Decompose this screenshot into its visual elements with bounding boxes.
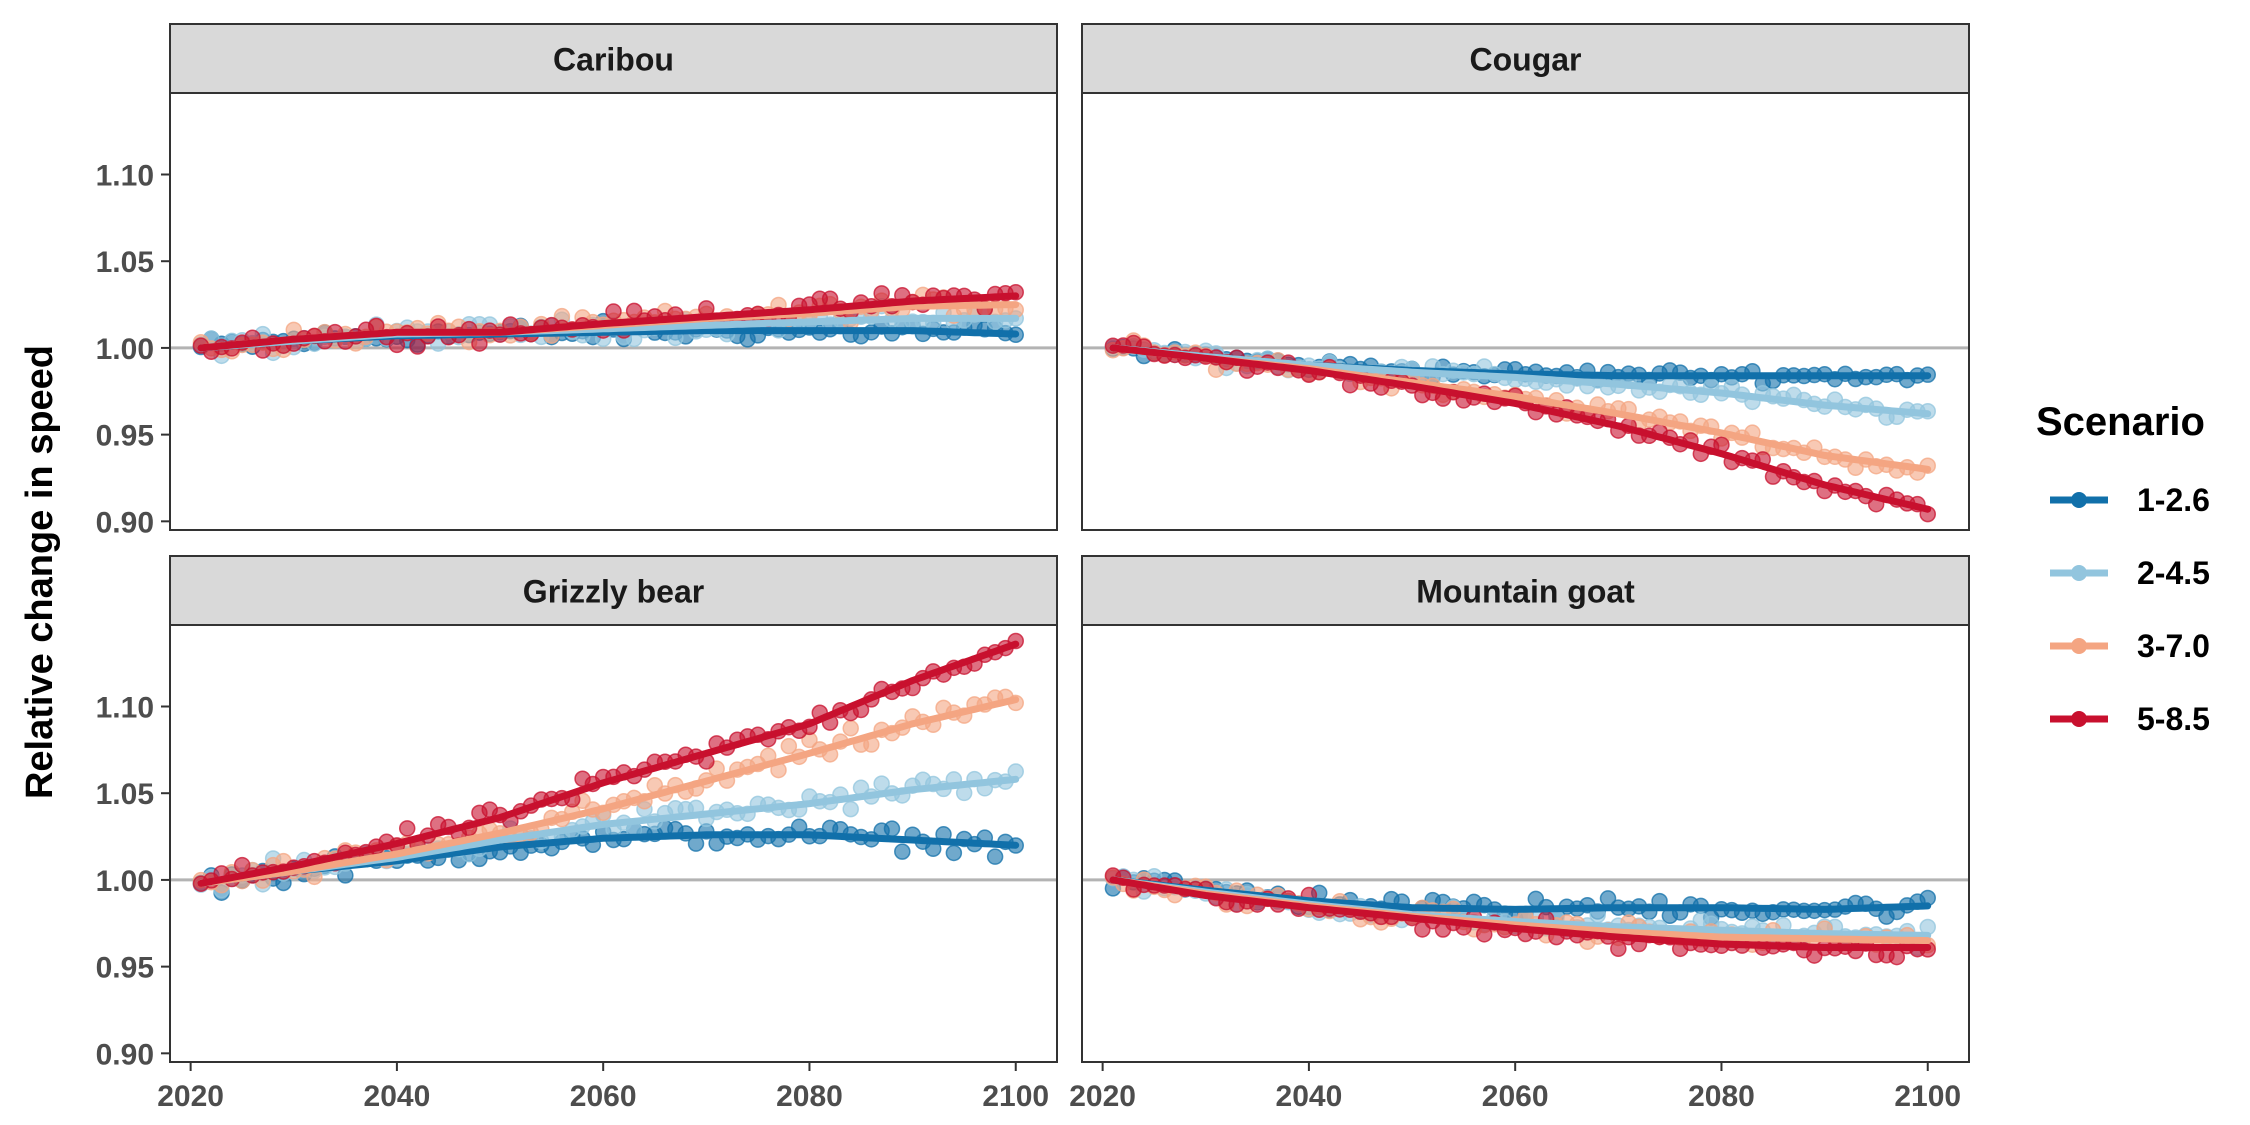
x-tick-label: 2060	[1482, 1080, 1549, 1113]
x-tick-label: 2040	[1276, 1080, 1343, 1113]
panel-strip	[1081, 555, 1970, 626]
legend-key-point	[2071, 711, 2087, 727]
x-tick-label: 2060	[570, 1080, 637, 1113]
data-point	[986, 848, 1004, 865]
x-tick-label: 2080	[776, 1080, 843, 1113]
panel-strip	[169, 555, 1058, 626]
panel-border	[169, 92, 1058, 531]
legend-key-point	[2071, 565, 2087, 581]
x-tick-label: 2020	[157, 1080, 224, 1113]
panel-title: Grizzly bear	[523, 574, 704, 610]
legend-item-3-7.0: 3-7.0	[2050, 628, 2210, 664]
y-tick-label: 0.90	[96, 506, 154, 539]
panel-title: Caribou	[553, 42, 674, 78]
panel-cougar: Cougar	[1081, 23, 1970, 531]
data-point	[945, 844, 963, 862]
trend-line-5-8.5	[197, 640, 1020, 887]
panel-grizzly-bear: Grizzly bear 0.90 0.95 1.00 1.05 1.10 2020 2040…	[96, 555, 1058, 1113]
plot-content	[1082, 867, 1969, 966]
legend-label: 5-8.5	[2137, 701, 2210, 737]
trend-line-5-8.5	[197, 292, 1020, 352]
data-point	[471, 335, 488, 352]
data-point	[1610, 940, 1627, 958]
data-point	[398, 820, 416, 837]
legend-item-2-4.5: 2-4.5	[2050, 555, 2210, 591]
y-tick-label: 1.05	[96, 778, 154, 811]
data-point	[605, 303, 622, 320]
legend-item-1-2.6: 1-2.6	[2050, 482, 2210, 518]
plot-content	[170, 284, 1057, 365]
y-tick-label: 1.00	[96, 865, 154, 898]
panel-title: Cougar	[1470, 42, 1582, 78]
legend-title: Scenario	[2036, 400, 2205, 444]
data-point	[883, 820, 901, 837]
panel-mountain-goat: Mountain goat 2020 2040 2060 2080 2100	[1069, 555, 1970, 1113]
y-tick-label: 1.00	[96, 333, 154, 366]
x-tick-label: 2080	[1688, 1080, 1755, 1113]
trend-line-5-8.5	[1109, 344, 1932, 513]
plot-area	[1082, 625, 1969, 1062]
panel-title: Mountain goat	[1416, 574, 1635, 610]
legend-label: 1-2.6	[2137, 482, 2210, 518]
panel-border	[1081, 624, 1970, 1063]
x-tick-label: 2040	[364, 1080, 431, 1113]
panel-border	[1081, 92, 1970, 531]
panel-strip	[169, 23, 1058, 94]
legend-label: 2-4.5	[2137, 555, 2210, 591]
trend-line-5-8.5	[1109, 876, 1932, 951]
plot-content	[170, 632, 1057, 901]
y-tick-label: 0.95	[96, 952, 154, 985]
y-tick-label: 1.10	[96, 160, 154, 193]
legend-key-point	[2071, 492, 2087, 508]
y-axis-label: Relative change in speed	[19, 345, 61, 799]
panel-strip	[1081, 23, 1970, 94]
y-tick-label: 0.95	[96, 420, 154, 453]
data-point	[842, 720, 859, 737]
y-tick-label: 1.10	[96, 692, 154, 725]
data-point	[894, 843, 911, 860]
data-point	[409, 338, 426, 355]
legend: Scenario 1-2.6 2-4.5 3-7.0 5-8.5	[2036, 400, 2210, 737]
legend-item-5-8.5: 5-8.5	[2050, 701, 2210, 737]
x-tick-label: 2020	[1069, 1080, 1136, 1113]
legend-key-point	[2071, 638, 2087, 654]
x-tick-label: 2100	[1894, 1080, 1961, 1113]
trend-line-3-7.0	[197, 696, 1020, 887]
plot-content	[1082, 332, 1969, 523]
data-point	[842, 800, 859, 818]
data-point	[780, 737, 798, 755]
legend-label: 3-7.0	[2137, 628, 2210, 664]
panels-layer: Caribou 0.90 0.95 1.00 1.05 1.10 Cougar Grizzly…	[96, 23, 1970, 1113]
panel-caribou: Caribou 0.90 0.95 1.00 1.05 1.10	[96, 23, 1058, 539]
x-tick-label: 2100	[982, 1080, 1049, 1113]
panel-border	[169, 624, 1058, 1063]
y-tick-label: 0.90	[96, 1038, 154, 1071]
data-point	[873, 285, 890, 302]
y-tick-label: 1.05	[96, 246, 154, 279]
